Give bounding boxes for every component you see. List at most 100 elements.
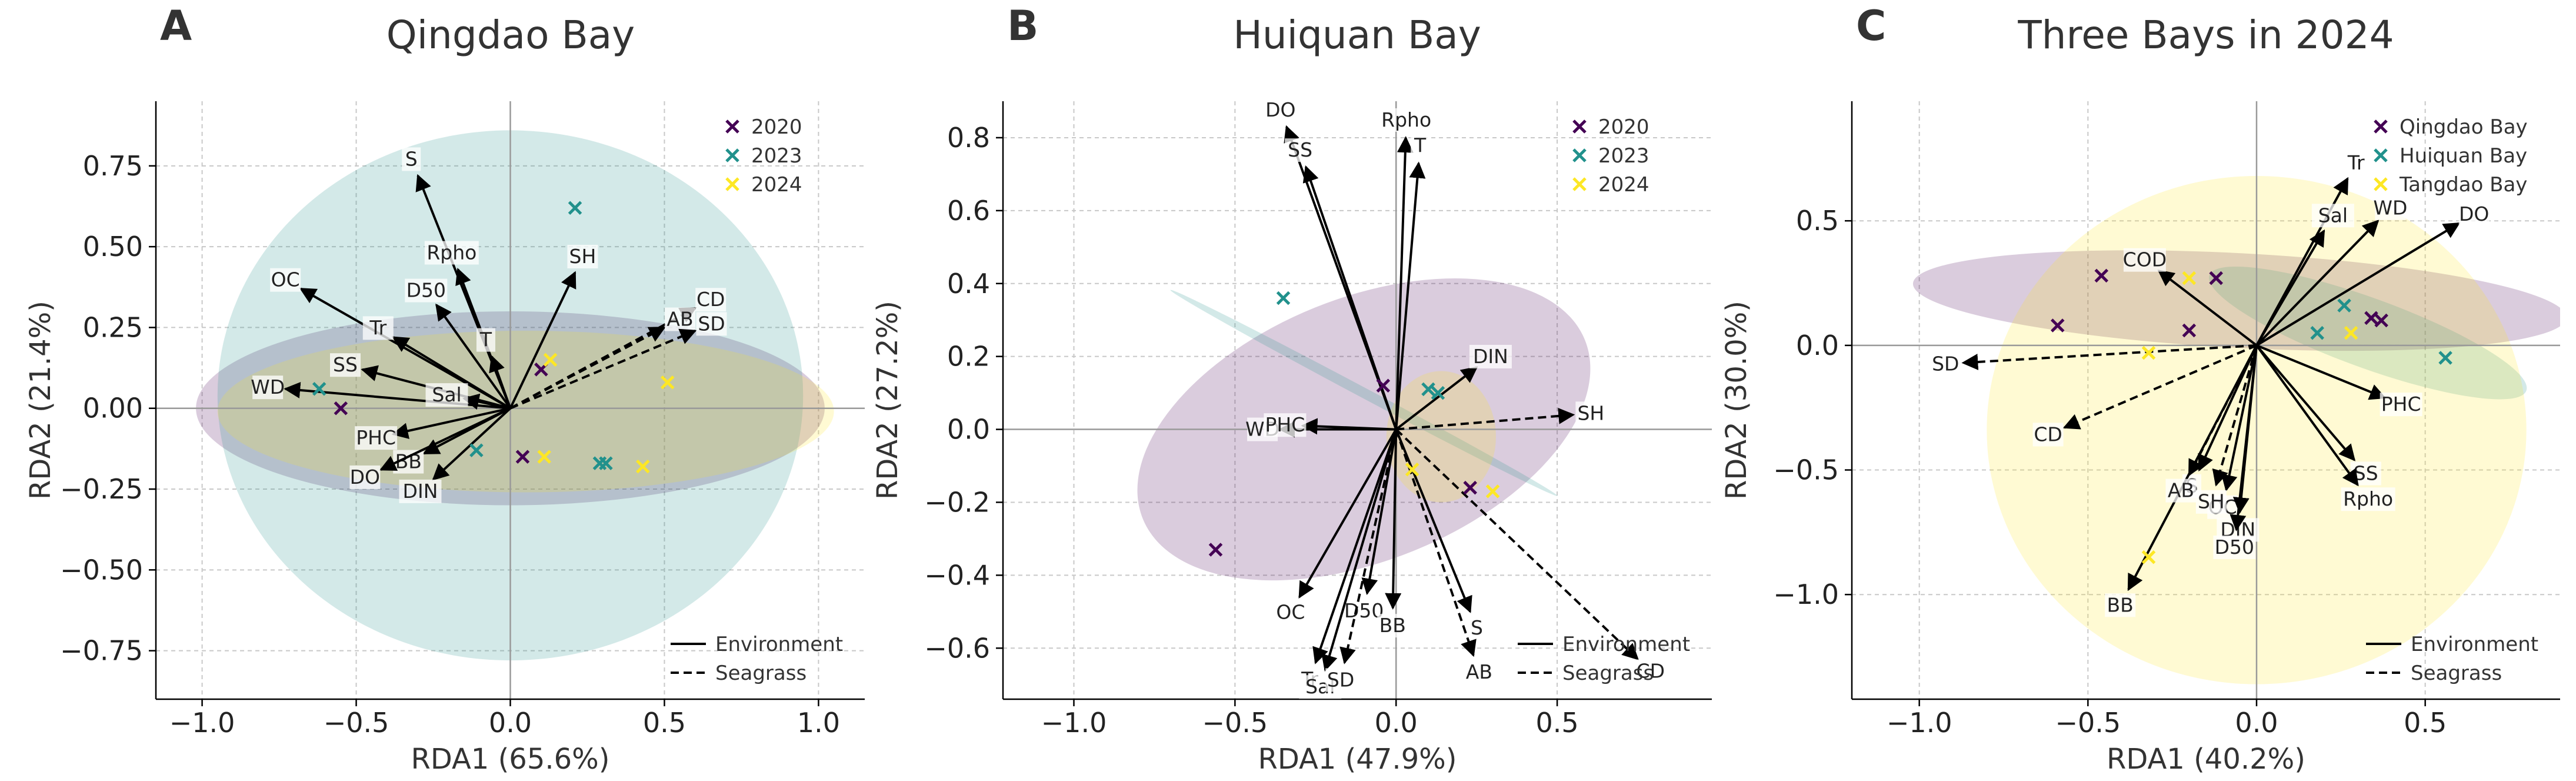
- vector-label-bg: [2341, 487, 2395, 511]
- x-tick-label: 0.5: [1536, 707, 1579, 739]
- panel-letter: B: [1007, 2, 1038, 50]
- vector-arrow-rpho: [1395, 136, 1414, 430]
- sample-point: [1405, 462, 1419, 477]
- y-tick-label: 0.0: [947, 414, 990, 446]
- legend-marker-2023: [1572, 148, 1587, 162]
- legend-marker-qingdao-bay: [2374, 119, 2388, 134]
- vector-label-bg: [1467, 616, 1487, 640]
- y-tick-label: 0.00: [83, 393, 143, 424]
- vector-label-bg: [424, 241, 479, 265]
- vector-label-bg: [1379, 108, 1434, 132]
- vector-arrow-t: [489, 355, 512, 409]
- vector-label-bg: [2105, 593, 2136, 617]
- vector-arrow-wd: [2255, 220, 2380, 347]
- legend-marker-2024: [725, 177, 739, 191]
- vector-label-bg: [696, 312, 727, 336]
- vector-label-bg: [476, 328, 495, 352]
- y-tick-label: 0.25: [83, 311, 143, 343]
- vector-label-din: DIN: [1473, 345, 1508, 368]
- vector-arrow-rpho: [2255, 344, 2359, 487]
- confidence-ellipse: [1170, 290, 1558, 496]
- legend-label-seagrass: Seagrass: [2411, 662, 2502, 685]
- vector-label-bg: [2458, 202, 2490, 226]
- sample-point: [2141, 345, 2156, 360]
- vector-group: DOSSRphoTDINWDPHCOCD50BBSTrSalSDSHABCD: [1245, 98, 1666, 699]
- legend-label: 2024: [751, 173, 802, 197]
- vector-label-rpho: Rpho: [426, 241, 476, 264]
- y-tick-label: 0.75: [83, 150, 143, 182]
- legend-marker-2024: [1572, 177, 1587, 191]
- vector-label-oc: OC: [271, 268, 300, 291]
- legend-label-seagrass: Seagrass: [1562, 662, 1654, 685]
- sample-point: [1376, 378, 1391, 393]
- vector-label-bg: [425, 383, 468, 407]
- vector-arrow-sh: [509, 271, 576, 409]
- vector-arrow-phc: [391, 407, 511, 439]
- sample-points: [2050, 268, 2452, 564]
- vector-arrow-sd: [1961, 344, 2257, 370]
- vector-label-d50: D50: [2215, 536, 2254, 559]
- vector-label-bg: [1930, 352, 1961, 376]
- legend-label: 2023: [1598, 144, 1649, 168]
- y-axis-label: RDA2 (21.4%): [24, 301, 57, 500]
- vector-label-din: DIN: [403, 480, 438, 503]
- vector-arrow-oc: [2221, 345, 2258, 492]
- vector-label-bg: [1264, 413, 1307, 437]
- vector-arrow-ab: [2188, 344, 2258, 477]
- vector-arrow-sh: [2212, 345, 2258, 487]
- x-axis-label: RDA1 (40.2%): [2107, 743, 2305, 776]
- panel-title: Qingdao Bay: [386, 12, 635, 58]
- y-tick-label: −0.5: [1773, 454, 1839, 486]
- vector-label-bg: [362, 316, 394, 340]
- vector-label-bg: [1635, 659, 1666, 683]
- vector-label-bg: [2195, 490, 2227, 514]
- vector-label-tr: Tr: [2347, 151, 2365, 174]
- vector-label-bb: BB: [2107, 593, 2134, 616]
- vector-arrow-phc: [1301, 418, 1397, 435]
- vector-label-do: DO: [1265, 98, 1295, 121]
- legend-label: 2020: [751, 115, 802, 139]
- sample-point: [515, 450, 530, 464]
- vector-arrow-ab: [509, 326, 666, 410]
- x-tick-label: 1.0: [797, 707, 840, 739]
- vector-label-rpho: Rpho: [2343, 487, 2393, 510]
- sample-point: [2310, 325, 2324, 340]
- vector-label-bg: [349, 465, 381, 489]
- vector-label-t: T: [479, 328, 492, 351]
- chart-panel-a: −1.0 −0.5 0.0 0.5 1.0 −0.75 −0.50 −0.25 0.00 0.25…: [24, 2, 865, 776]
- vector-label-d50: D50: [1344, 599, 1384, 622]
- x-tick-label: 0.5: [643, 707, 686, 739]
- vector-label-bg: [252, 375, 284, 400]
- x-tick-label: −0.5: [1202, 707, 1268, 739]
- vector-label-bg: [2032, 423, 2064, 447]
- sample-point: [2050, 318, 2065, 333]
- legend-marker-2020: [1572, 119, 1587, 134]
- vector-label-bg: [1325, 668, 1357, 692]
- vector-label-sd: SD: [698, 312, 725, 335]
- vector-arrow-d50: [435, 303, 512, 409]
- legend-marker-huiquan-bay: [2374, 148, 2388, 162]
- chart-panel-b: −1.0 −0.5 0.0 0.5 −0.6 −0.4 −0.2 0.0 0.2 0.4 0.6 0.…: [871, 2, 1712, 776]
- y-tick-label: 0.2: [947, 341, 990, 373]
- y-tick-label: −0.75: [60, 635, 143, 667]
- vector-label-bg: [2123, 248, 2166, 272]
- vector-label-bg: [1575, 401, 1607, 426]
- vector-label-sd: SD: [1327, 668, 1354, 691]
- panel-title: Three Bays in 2024: [2017, 12, 2394, 58]
- y-tick-label: 0.0: [1796, 330, 1839, 361]
- legend-label: Qingdao Bay: [2400, 115, 2528, 139]
- vector-label-t: T: [1414, 134, 1427, 157]
- y-tick-label: −0.6: [924, 632, 990, 664]
- x-tick-label: 0.0: [1375, 707, 1418, 739]
- legend-label-environment: Environment: [1562, 633, 1690, 656]
- y-tick-label: 0.6: [947, 195, 990, 227]
- vector-label-bg: [1275, 600, 1306, 624]
- vector-label-bg: [567, 244, 598, 268]
- vector-label-bg: [695, 288, 727, 312]
- sample-point: [599, 456, 613, 470]
- sample-point: [2344, 325, 2358, 340]
- vector-label-sd: SD: [1932, 352, 1959, 375]
- sample-point: [312, 382, 326, 396]
